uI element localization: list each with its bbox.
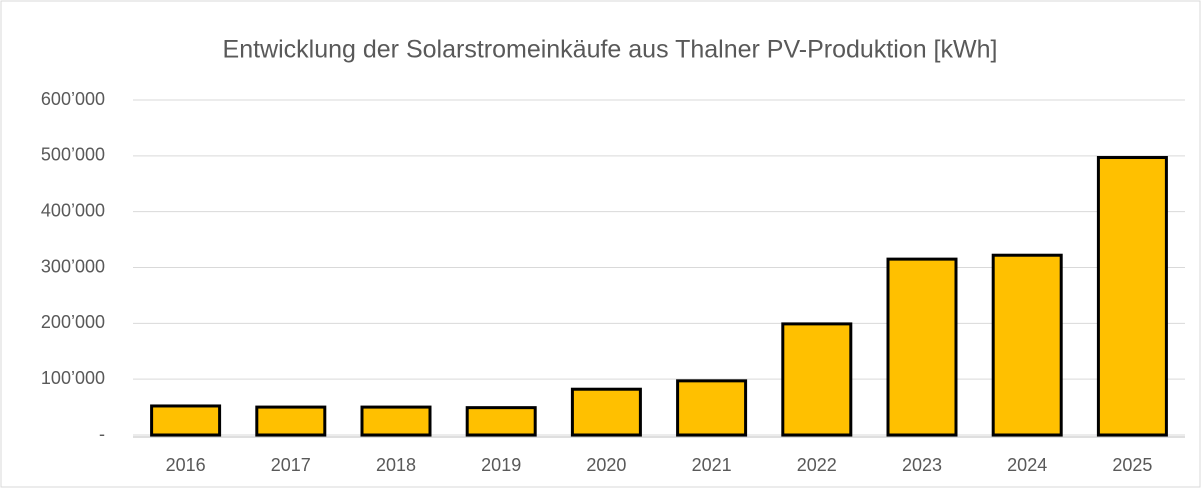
x-tick-label: 2021 — [692, 455, 732, 475]
y-tick-label: - — [99, 424, 105, 444]
x-tick-label: 2020 — [586, 455, 626, 475]
x-tick-label: 2022 — [797, 455, 837, 475]
y-tick-label: 600’000 — [41, 89, 105, 109]
bar — [1096, 156, 1168, 437]
bar — [781, 322, 853, 437]
bar — [465, 406, 537, 437]
bar — [150, 404, 222, 437]
bar — [570, 387, 642, 437]
chart-title: Entwicklung der Solarstromeinkäufe aus T… — [223, 36, 998, 64]
y-tick-label: 500’000 — [41, 145, 105, 165]
bar — [991, 253, 1063, 437]
y-tick-label: 400’000 — [41, 200, 105, 220]
x-tick-label: 2025 — [1112, 455, 1152, 475]
bar — [255, 405, 327, 437]
x-tick-label: 2019 — [481, 455, 521, 475]
y-tick-label: 100’000 — [41, 368, 105, 388]
x-tick-label: 2024 — [1007, 455, 1047, 475]
bar — [886, 257, 958, 437]
x-tick-label: 2023 — [902, 455, 942, 475]
x-tick-label: 2017 — [271, 455, 311, 475]
x-tick-label: 2018 — [376, 455, 416, 475]
bar — [360, 405, 432, 437]
bar — [676, 379, 748, 437]
y-tick-label: 200’000 — [41, 312, 105, 332]
x-tick-label: 2016 — [166, 455, 206, 475]
y-tick-label: 300’000 — [41, 256, 105, 276]
